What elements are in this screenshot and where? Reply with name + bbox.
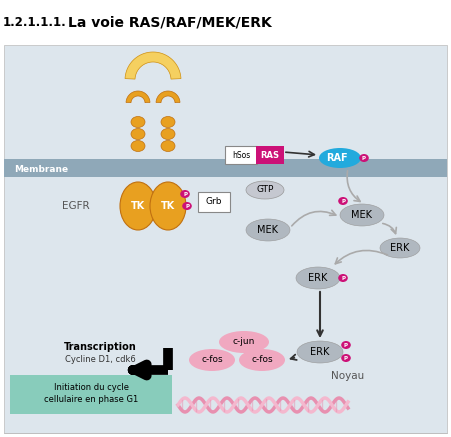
Ellipse shape [189,349,235,371]
Ellipse shape [131,141,145,152]
Text: GTP: GTP [256,185,274,194]
Ellipse shape [341,341,351,349]
Text: MEK: MEK [351,210,373,220]
Text: Grb: Grb [206,198,222,207]
Ellipse shape [359,154,369,162]
Ellipse shape [182,202,192,210]
Polygon shape [125,52,181,79]
Polygon shape [126,91,150,103]
Ellipse shape [180,190,190,198]
Ellipse shape [131,117,145,128]
Text: RAS: RAS [261,150,280,160]
Text: P: P [344,356,348,361]
Text: P: P [341,276,345,281]
Ellipse shape [161,128,175,139]
Ellipse shape [297,341,343,363]
Text: La voie RAS/RAF/MEK/ERK: La voie RAS/RAF/MEK/ERK [68,15,272,29]
Ellipse shape [219,331,269,353]
Text: 1.2.1.1.1.: 1.2.1.1.1. [3,15,67,28]
Bar [4,159,447,177]
Text: cellulaire en phase G1: cellulaire en phase G1 [44,395,138,405]
Text: P: P [344,343,348,348]
Ellipse shape [319,148,361,168]
Text: Transcription: Transcription [64,342,136,352]
Ellipse shape [161,117,175,128]
Text: ERK: ERK [308,273,328,283]
Text: ERK: ERK [390,243,410,253]
Text: hSos: hSos [232,150,250,160]
FancyBboxPatch shape [256,146,284,164]
Text: c-jun: c-jun [233,337,255,347]
Ellipse shape [340,204,384,226]
Text: RAF: RAF [326,153,348,163]
Text: c-fos: c-fos [251,356,273,364]
Text: c-fos: c-fos [201,356,223,364]
Text: P: P [183,192,187,197]
Text: P: P [362,156,366,161]
Ellipse shape [296,267,340,289]
Text: TK: TK [131,201,145,211]
Text: P: P [185,204,189,209]
Ellipse shape [338,197,348,205]
Ellipse shape [239,349,285,371]
Text: Cycline D1, cdk6: Cycline D1, cdk6 [64,354,135,364]
Ellipse shape [246,181,284,199]
Text: P: P [341,199,345,204]
Polygon shape [156,91,180,103]
Text: MEK: MEK [258,225,279,235]
Ellipse shape [161,141,175,152]
Text: Initiation du cycle: Initiation du cycle [54,384,129,392]
Bar [4,45,447,433]
Text: ERK: ERK [310,347,330,357]
Ellipse shape [150,182,186,230]
Ellipse shape [246,219,290,241]
Ellipse shape [120,182,156,230]
FancyBboxPatch shape [10,375,172,414]
FancyBboxPatch shape [198,192,230,212]
Text: Noyau: Noyau [331,371,364,381]
Ellipse shape [380,238,420,258]
FancyBboxPatch shape [225,146,257,164]
Ellipse shape [131,128,145,139]
Text: Membrane: Membrane [14,164,68,173]
Ellipse shape [341,354,351,362]
Text: TK: TK [161,201,175,211]
Text: EGFR: EGFR [62,201,90,211]
Ellipse shape [338,274,348,282]
